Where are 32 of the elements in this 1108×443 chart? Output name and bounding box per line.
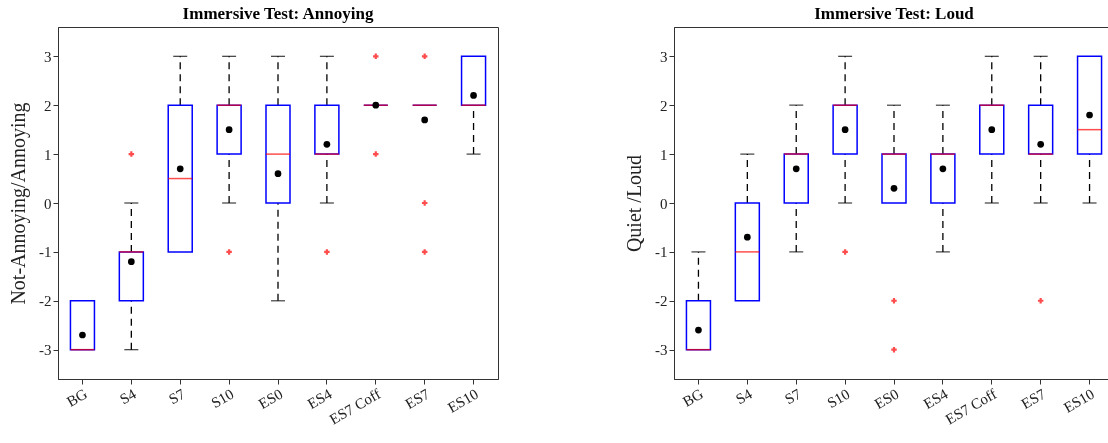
y-tick-label: -3	[39, 342, 52, 359]
x-tick-label: S7	[166, 385, 189, 408]
x-tick-label: S10	[824, 385, 853, 412]
x-tick-label: BG	[63, 385, 91, 410]
x-tick-label: S7	[782, 385, 805, 408]
x-tick-label: S10	[208, 385, 237, 412]
x-tick-label: ES10	[444, 385, 482, 416]
y-tick-label: 1	[660, 146, 668, 163]
y-tick-label: 3	[44, 48, 52, 65]
y-tick-label: -1	[655, 244, 668, 261]
chart-title: Immersive Test: Loud	[814, 4, 975, 23]
y-axis-title: Not-Annoying/Annoying	[7, 102, 30, 305]
y-tick-label: -2	[39, 293, 52, 310]
x-tick-label: ES10	[1060, 385, 1098, 416]
x-tick-label: S4	[733, 385, 756, 408]
y-tick-label: 0	[660, 195, 668, 212]
y-axis-title: Quiet /Loud	[623, 154, 645, 253]
y-tick-label: 2	[44, 97, 52, 114]
x-tick-label: ES7	[402, 385, 433, 412]
y-tick-label: -1	[39, 244, 52, 261]
y-tick-label: -2	[655, 293, 668, 310]
x-tick-label: ES7	[1018, 385, 1049, 412]
y-tick-label: 3	[660, 48, 668, 65]
y-tick-label: 0	[44, 195, 52, 212]
x-tick-label: ES0	[871, 385, 902, 412]
y-tick-label: 1	[44, 146, 52, 163]
x-tick-label: ES0	[255, 385, 286, 412]
x-tick-label: S4	[117, 385, 140, 408]
y-tick-label: 2	[660, 97, 668, 114]
x-tick-label: BG	[679, 385, 707, 410]
y-tick-label: -3	[655, 342, 668, 359]
chart-title: Immersive Test: Annoying	[182, 4, 374, 23]
